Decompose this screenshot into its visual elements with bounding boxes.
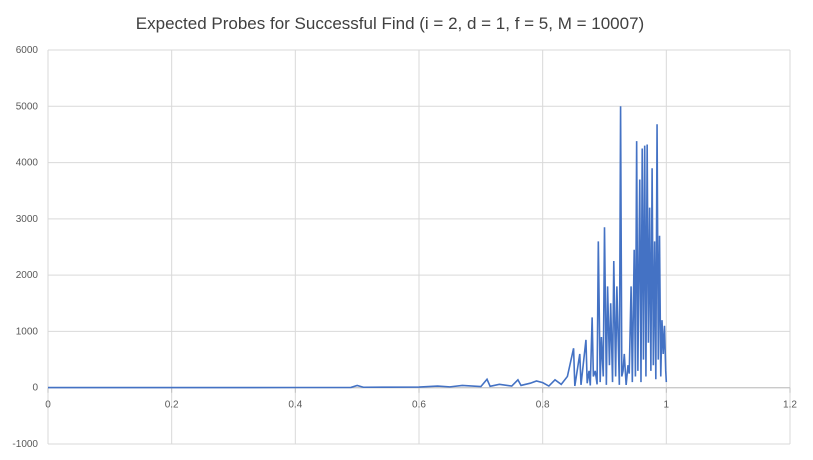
x-tick-label: 0.8 [536,400,550,411]
y-tick-label: 0 [32,383,38,394]
y-tick-label: 6000 [16,45,39,56]
x-tick-label: 0 [45,400,51,411]
series-line [48,106,668,389]
y-tick-label: -1000 [12,439,38,450]
x-tick-label: 0.6 [412,400,426,411]
x-tick-label: 0.4 [288,400,302,411]
x-tick-label: 1 [664,400,670,411]
x-tick-label: 1.2 [783,400,797,411]
chart-title: Expected Probes for Successful Find (i =… [135,14,645,33]
y-tick-label: 1000 [16,326,39,337]
y-tick-label: 2000 [16,270,39,281]
y-tick-label: 3000 [16,214,39,225]
x-tick-label: 0.2 [165,400,179,411]
y-tick-label: 4000 [16,158,39,169]
y-tick-label: 5000 [16,101,39,112]
